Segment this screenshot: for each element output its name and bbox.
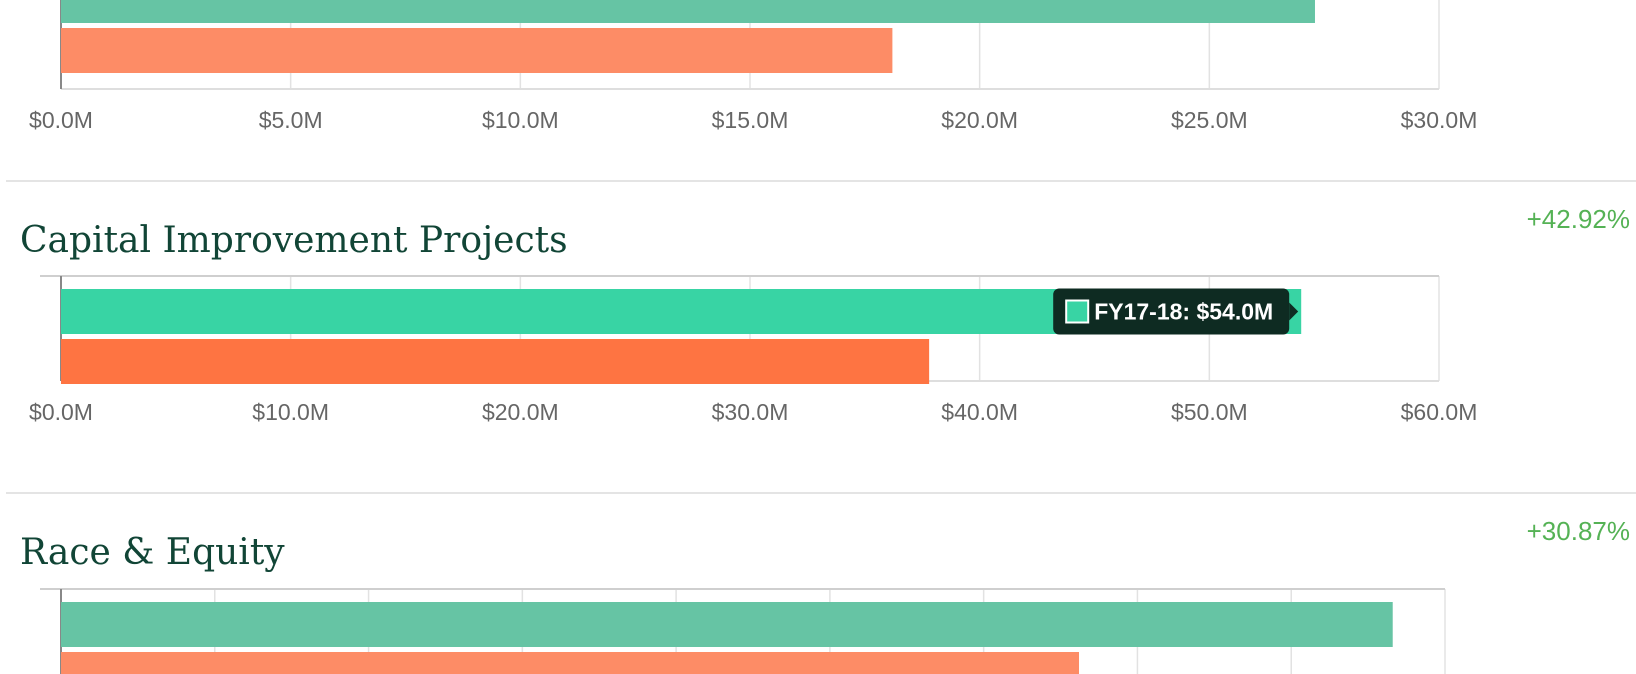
bar-chart-3[interactable] [0, 584, 1636, 674]
x-tick-label: $10.0M [482, 107, 559, 133]
bar-series-1[interactable] [61, 0, 1315, 23]
tooltip-box [1053, 288, 1290, 335]
bar-series-2[interactable] [61, 28, 893, 73]
budget-panel-capital-improvement[interactable]: Capital Improvement Projects +42.92% $0.… [0, 182, 1636, 492]
x-tick-label: $10.0M [252, 399, 329, 425]
bar-series-2[interactable] [61, 339, 930, 384]
x-tick-label: $30.0M [1401, 107, 1478, 133]
tooltip-text: FY17-18: $54.0M [1094, 299, 1273, 325]
percent-change: +42.92% [1526, 204, 1630, 234]
x-tick-label: $5.0M [259, 107, 323, 133]
tooltip-swatch [1065, 299, 1090, 324]
budget-panel-race-equity[interactable]: Race & Equity +30.87% [0, 494, 1636, 674]
x-tick-label: $30.0M [712, 399, 789, 425]
x-tick-label: $50.0M [1171, 399, 1248, 425]
x-tick-label: $20.0M [941, 107, 1018, 133]
x-tick-label: $25.0M [1171, 107, 1248, 133]
x-tick-label: $0.0M [29, 399, 93, 425]
x-tick-label: $0.0M [29, 107, 93, 133]
percent-change: +30.87% [1526, 516, 1630, 546]
bar-series-1[interactable] [61, 602, 1393, 647]
budget-panel-1: $0.0M $5.0M $10.0M $15.0M $20.0M $25.0M $30.0M [0, 0, 1636, 180]
x-tick-label: $20.0M [482, 399, 559, 425]
bar-chart-1: $0.0M $5.0M $10.0M $15.0M $20.0M $25.0M $30.0M [29, 0, 1478, 133]
panel-title: Race & Equity [20, 532, 285, 573]
panel-title: Capital Improvement Projects [20, 220, 568, 261]
bar-chart-2[interactable]: $0.0M $10.0M $20.0M $30.0M $40.0M $50.0M $60.0… [0, 272, 1636, 452]
x-tick-label: $40.0M [941, 399, 1018, 425]
panel-separator [6, 492, 1636, 494]
bar-series-2[interactable] [61, 652, 1080, 674]
x-tick-label: $15.0M [712, 107, 789, 133]
panel-separator [6, 180, 1636, 182]
x-tick-label: $60.0M [1401, 399, 1478, 425]
tooltip-arrow [1289, 302, 1299, 321]
tooltip: FY17-18: $54.0M [1053, 288, 1299, 335]
